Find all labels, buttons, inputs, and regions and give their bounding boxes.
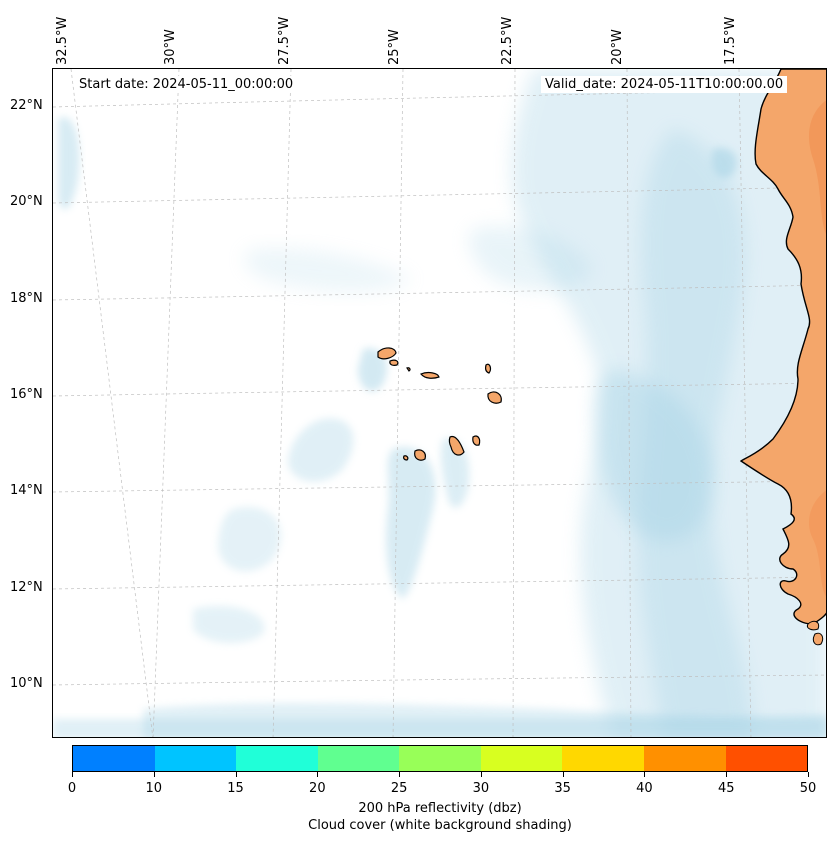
lon-label-22-5w: 22.5°W [500, 16, 515, 65]
africa-coast [739, 69, 826, 646]
colorbar-tick-label: 15 [227, 781, 244, 796]
colorbar-tick [808, 772, 809, 777]
graticule [53, 69, 826, 737]
colorbar-tick [726, 772, 728, 777]
colorbar-segment [236, 746, 318, 771]
colorbar-tick-label: 40 [636, 781, 653, 796]
lat-label-20n: 20°N [10, 194, 43, 209]
colorbar-segment [399, 746, 481, 771]
colorbar-tick-label: 10 [145, 781, 163, 796]
colorbar-tick-label: 45 [717, 781, 735, 796]
lon-label-20w: 20°W [610, 29, 625, 65]
valid-date-label: Valid_date: 2024-05-11T10:00:00.00 [541, 76, 788, 93]
colorbar-tick-label: 20 [309, 781, 326, 796]
colorbar-tick [399, 772, 401, 777]
colorbar-tick [562, 772, 564, 777]
lon-label-17-5w: 17.5°W [723, 16, 738, 65]
cape-verde-islands [377, 347, 502, 461]
colorbar-tick [235, 772, 237, 777]
lat-label-10n: 10°N [10, 676, 43, 691]
colorbar-tick [480, 772, 482, 777]
colorbar-label: 200 hPa reflectivity (dbz) [358, 801, 522, 816]
colorbar-tick-label: 50 [799, 781, 817, 796]
lat-label-14n: 14°N [10, 483, 43, 498]
colorbar-tick-label: 35 [554, 781, 571, 796]
colorbar-tick-label: 25 [390, 781, 408, 796]
map-panel[interactable] [52, 68, 827, 738]
colorbar-segment [480, 746, 563, 771]
lat-label-16n: 16°N [10, 387, 43, 402]
colorbar-segment [73, 746, 155, 771]
colorbar-tick-label: 0 [67, 781, 77, 796]
colorbar-segment [562, 746, 644, 771]
start-date-label: Start date: 2024-05-11_00:00:00 [75, 76, 298, 93]
lat-label-18n: 18°N [10, 291, 43, 306]
lon-label-27-5w: 27.5°W [277, 16, 292, 65]
colorbar-tick-label: 30 [472, 781, 490, 796]
colorbar-sublabel: Cloud cover (white background shading) [308, 818, 572, 833]
colorbar-tick [72, 772, 73, 777]
lon-label-25w: 25°W [387, 29, 402, 65]
colorbar-segment [725, 746, 808, 771]
colorbar-segment [643, 746, 726, 771]
lat-label-22n: 22°N [10, 98, 43, 113]
colorbar-tick [153, 772, 155, 777]
colorbar-tick [644, 772, 646, 777]
cloud-cover-layer [53, 69, 826, 737]
lon-label-30w: 30°W [163, 29, 178, 65]
colorbar-tick [317, 772, 319, 777]
colorbar [72, 745, 808, 772]
lon-label-32-5w: 32.5°W [55, 16, 70, 65]
colorbar-segment [154, 746, 237, 771]
lat-label-12n: 12°N [10, 580, 43, 595]
colorbar-segment [317, 746, 400, 771]
map-canvas [53, 69, 826, 737]
